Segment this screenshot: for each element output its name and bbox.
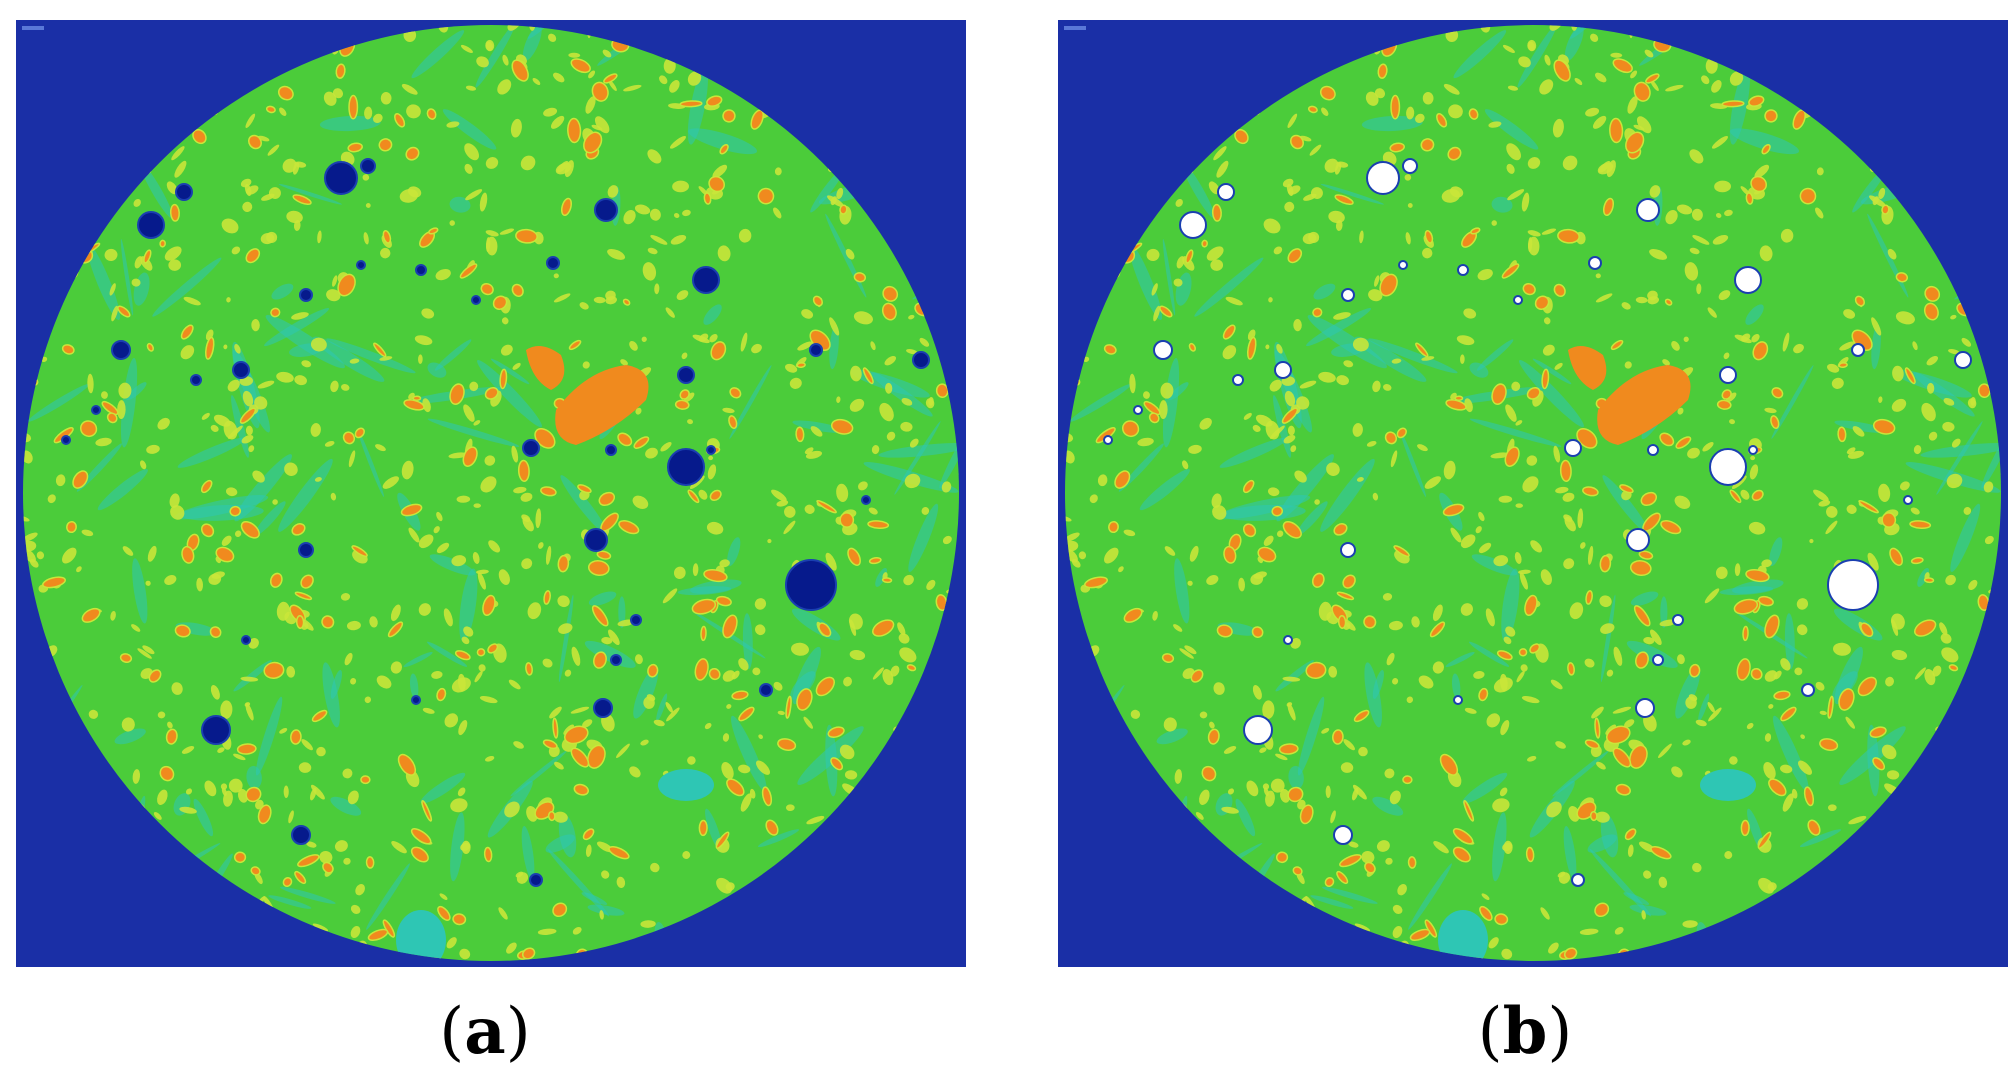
pore bbox=[1709, 448, 1747, 486]
pore bbox=[415, 264, 427, 276]
pore bbox=[1232, 374, 1244, 386]
ct-slice-panel-a bbox=[16, 20, 966, 967]
pore bbox=[1636, 198, 1660, 222]
pore bbox=[1827, 559, 1879, 611]
pore bbox=[1366, 161, 1400, 195]
pore bbox=[610, 654, 622, 666]
pore bbox=[861, 495, 871, 505]
pore bbox=[356, 260, 366, 270]
pore bbox=[299, 288, 313, 302]
pore bbox=[1903, 495, 1913, 505]
pore bbox=[91, 405, 101, 415]
pore bbox=[241, 635, 251, 645]
pore bbox=[1243, 715, 1273, 745]
pore bbox=[1179, 211, 1207, 239]
pore bbox=[1588, 256, 1602, 270]
pore bbox=[692, 266, 720, 294]
pore bbox=[1283, 635, 1293, 645]
pore bbox=[324, 161, 358, 195]
pore bbox=[706, 445, 716, 455]
pore bbox=[1647, 444, 1659, 456]
pore bbox=[1341, 288, 1355, 302]
pore bbox=[1333, 825, 1353, 845]
ct-slice-image-a bbox=[23, 25, 959, 961]
pore bbox=[175, 183, 193, 201]
pore bbox=[593, 698, 613, 718]
viewer-toolbar-marker bbox=[22, 26, 44, 30]
pore bbox=[1851, 343, 1865, 357]
pore bbox=[1954, 351, 1972, 369]
pore bbox=[291, 825, 311, 845]
pore bbox=[584, 528, 608, 552]
pore bbox=[411, 695, 421, 705]
pore bbox=[471, 295, 481, 305]
pore bbox=[1274, 361, 1292, 379]
pore bbox=[630, 614, 642, 626]
pore bbox=[1571, 873, 1585, 887]
pore bbox=[546, 256, 560, 270]
pore bbox=[1133, 405, 1143, 415]
pore bbox=[809, 343, 823, 357]
viewer-toolbar-marker bbox=[1064, 26, 1086, 30]
pore bbox=[1626, 528, 1650, 552]
ct-slice-panel-b bbox=[1058, 20, 2008, 967]
pore bbox=[1635, 698, 1655, 718]
pore bbox=[1719, 366, 1737, 384]
pore bbox=[1402, 158, 1418, 174]
pore bbox=[1457, 264, 1469, 276]
pore bbox=[298, 542, 314, 558]
pore bbox=[1672, 614, 1684, 626]
pore bbox=[1513, 295, 1523, 305]
pore bbox=[61, 435, 71, 445]
pore bbox=[1652, 654, 1664, 666]
pore bbox=[594, 198, 618, 222]
pore bbox=[190, 374, 202, 386]
pore bbox=[201, 715, 231, 745]
pore bbox=[667, 448, 705, 486]
pore bbox=[1398, 260, 1408, 270]
pore bbox=[677, 366, 695, 384]
pore bbox=[1564, 439, 1582, 457]
pore bbox=[912, 351, 930, 369]
pore bbox=[1153, 340, 1173, 360]
pore bbox=[1453, 695, 1463, 705]
pore bbox=[785, 559, 837, 611]
pore bbox=[1734, 266, 1762, 294]
pore bbox=[111, 340, 131, 360]
pore bbox=[360, 158, 376, 174]
ct-slice-image-b bbox=[1065, 25, 2001, 961]
pore bbox=[759, 683, 773, 697]
pore bbox=[1801, 683, 1815, 697]
pore bbox=[1103, 435, 1113, 445]
pore bbox=[1748, 445, 1758, 455]
caption-b: (b) bbox=[1477, 994, 1573, 1069]
pore bbox=[137, 211, 165, 239]
pore bbox=[529, 873, 543, 887]
pore bbox=[605, 444, 617, 456]
pore bbox=[522, 439, 540, 457]
pore bbox=[232, 361, 250, 379]
caption-a: (a) bbox=[439, 994, 531, 1069]
pore bbox=[1340, 542, 1356, 558]
pore bbox=[1217, 183, 1235, 201]
